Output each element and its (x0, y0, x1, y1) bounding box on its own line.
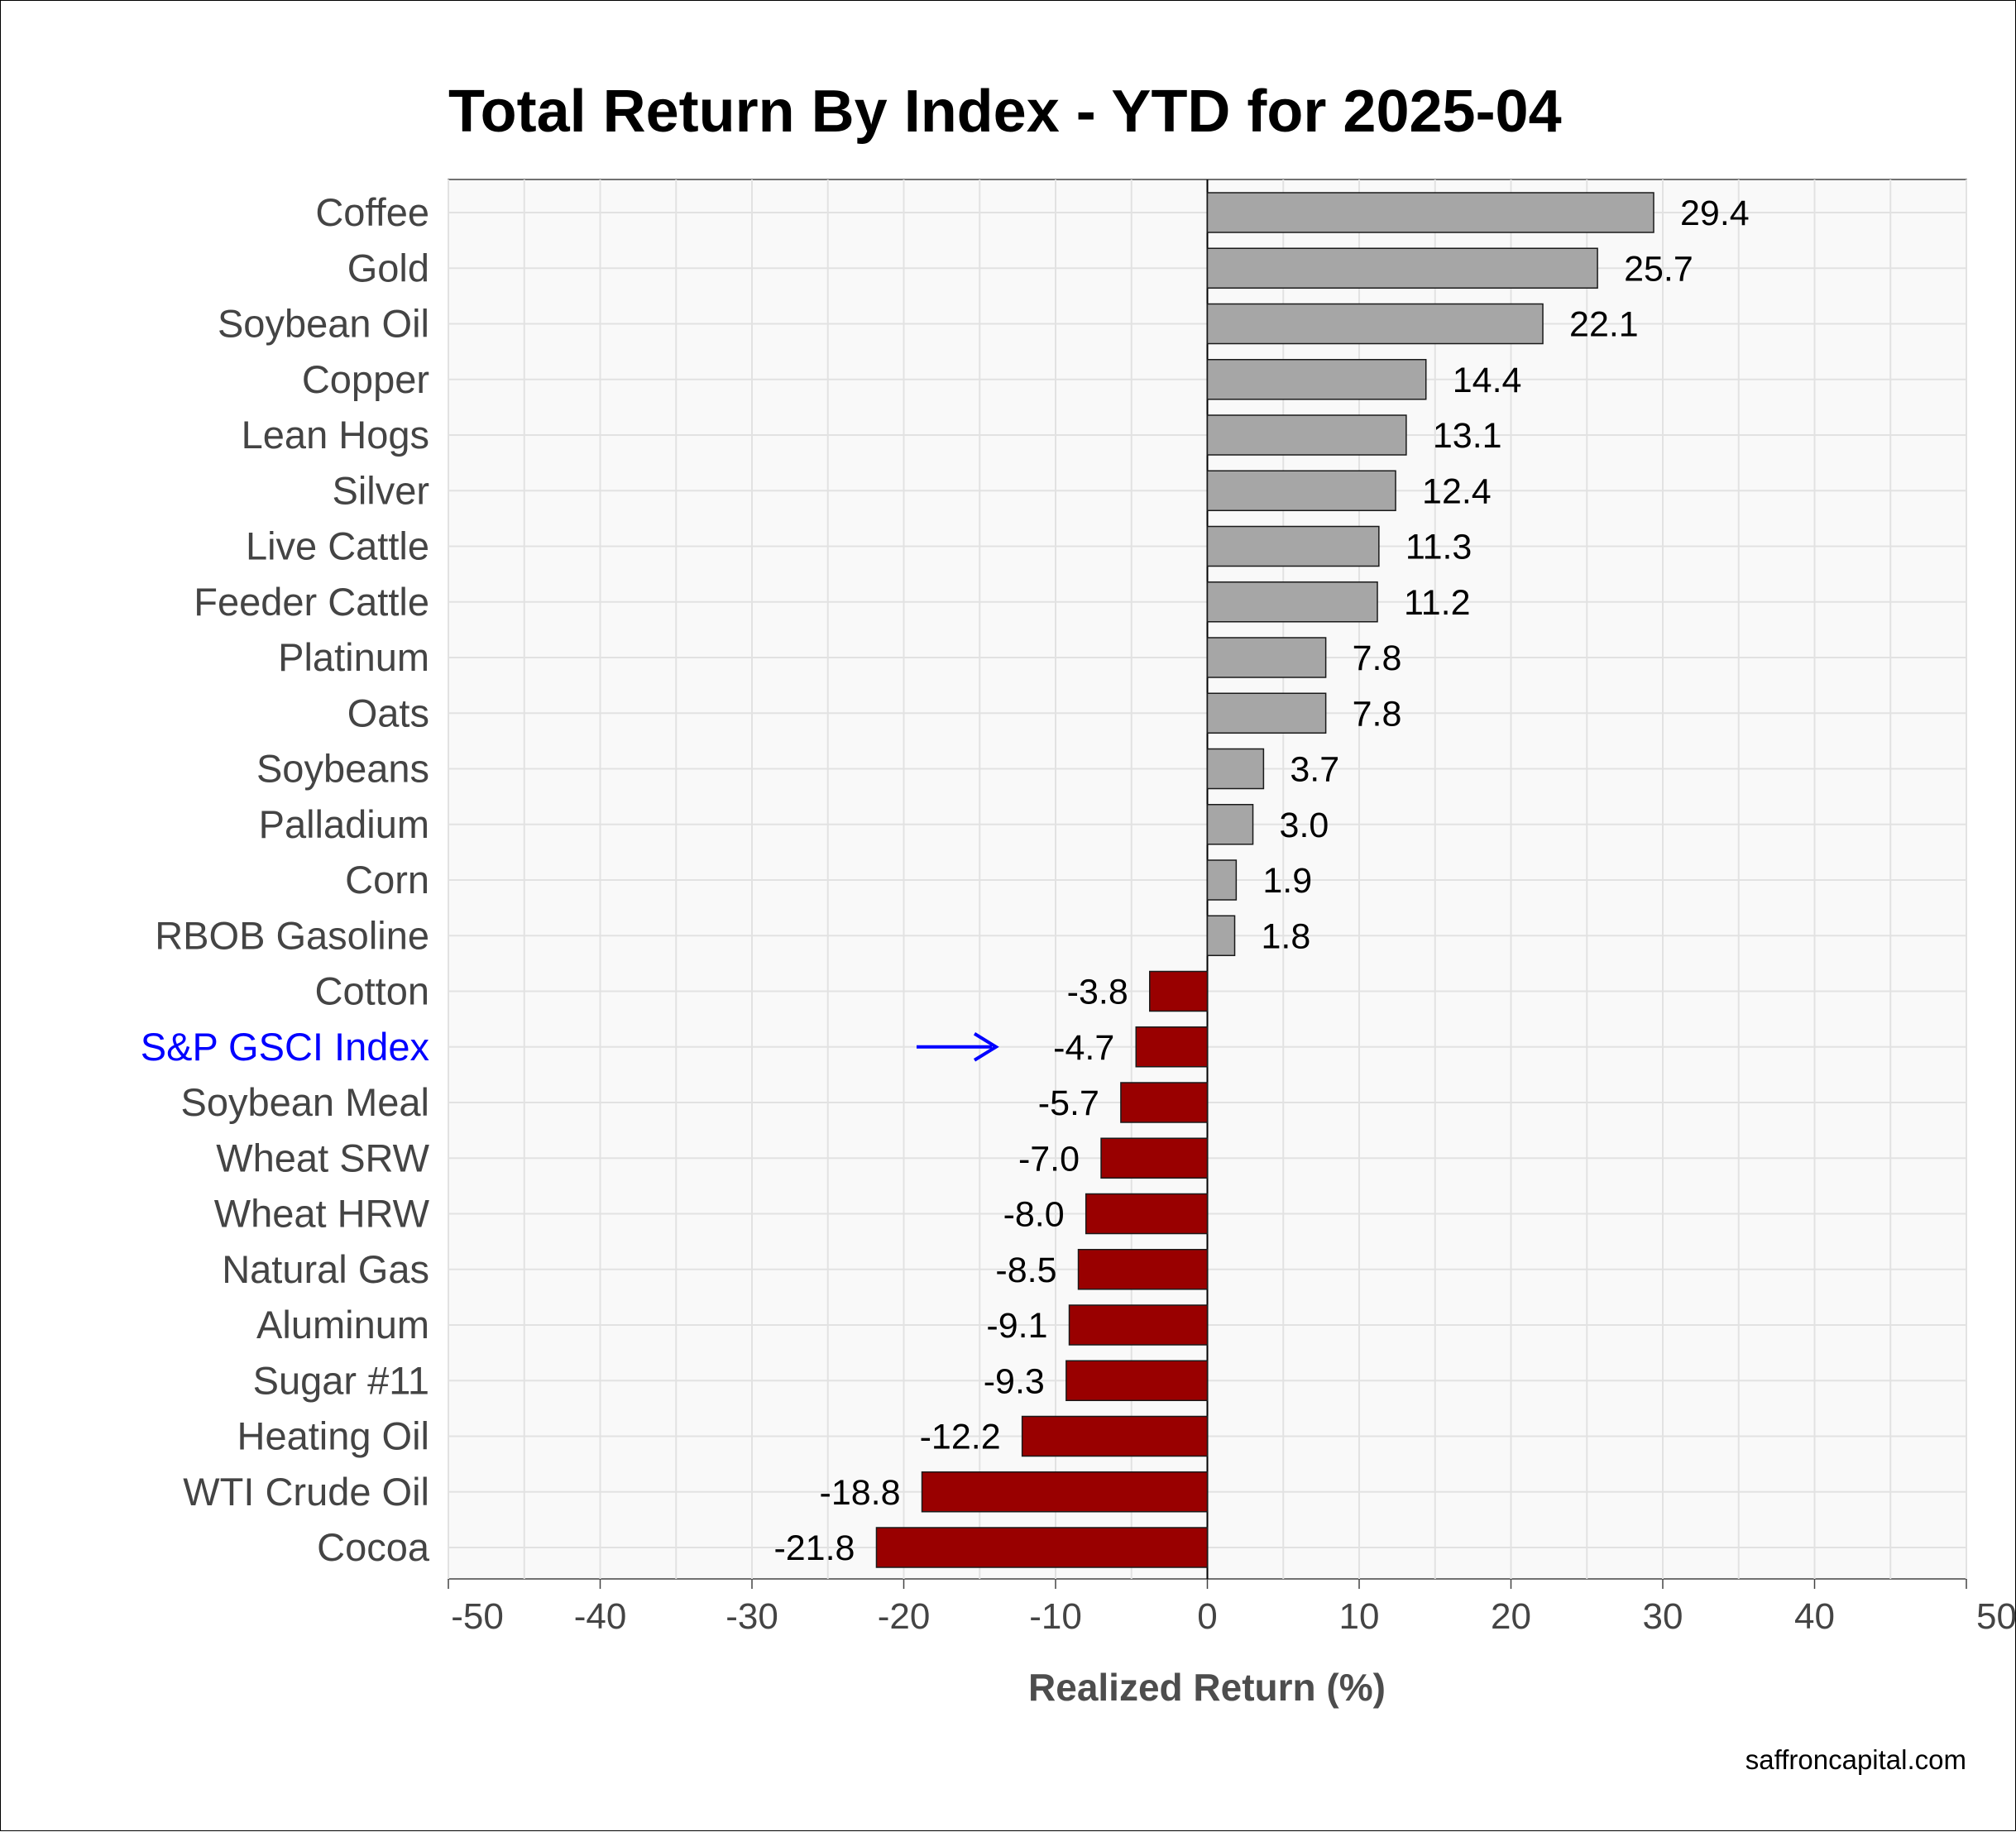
bar (1206, 692, 1327, 734)
bar (1206, 303, 1544, 345)
bar (1077, 1249, 1209, 1290)
value-label: 29.4 (1680, 194, 1750, 233)
value-label: 1.8 (1262, 916, 1311, 956)
category-label: Sugar #11 (253, 1358, 429, 1402)
x-axis-title: Realized Return (%) (1028, 1666, 1386, 1709)
category-label: Feeder Cattle (194, 580, 429, 624)
value-label: -3.8 (1067, 973, 1128, 1012)
chart-title: Total Return By Index - YTD for 2025-04 (448, 79, 1562, 145)
tick-label: 50 (1976, 1596, 2016, 1637)
tick-label: -20 (878, 1596, 931, 1637)
bar (1206, 414, 1407, 456)
category-label: Cocoa (317, 1525, 430, 1569)
category-label: Wheat HRW (214, 1192, 430, 1236)
bar (1206, 525, 1380, 567)
bar (1120, 1082, 1209, 1123)
value-label: -7.0 (1018, 1139, 1080, 1179)
highlight-marker (917, 1032, 999, 1062)
value-label: 3.7 (1290, 750, 1339, 790)
category-label: Corn (345, 858, 429, 902)
category-label: Coffee (315, 190, 429, 234)
value-label: 3.0 (1280, 806, 1329, 845)
category-label: Soybean Meal (181, 1080, 429, 1124)
value-label: 14.4 (1453, 361, 1522, 400)
category-label: Oats (347, 691, 429, 734)
value-label: -5.7 (1038, 1083, 1099, 1123)
category-label: Copper (302, 357, 429, 401)
tick-label: 30 (1643, 1596, 1683, 1637)
bar (1085, 1193, 1209, 1235)
value-label: 7.8 (1353, 639, 1402, 678)
tick-label: -40 (574, 1596, 627, 1637)
value-label: 25.7 (1624, 249, 1693, 289)
category-label: Palladium (259, 802, 429, 846)
category-labels: Coffee Gold Soybean Oil Copper Lean Hogs Silv… (141, 190, 430, 1569)
bar (1206, 247, 1598, 289)
value-label: 1.9 (1262, 861, 1312, 901)
bar (1068, 1304, 1209, 1346)
bars (875, 192, 1654, 1568)
value-label: -8.5 (995, 1251, 1056, 1290)
bar (1206, 637, 1327, 678)
value-label: -8.0 (1003, 1195, 1065, 1235)
value-labels: 29.425.722.114.413.112.411.311.27.87.83.… (773, 194, 1749, 1568)
bar (1206, 470, 1396, 511)
value-label: -12.2 (920, 1418, 1001, 1457)
category-label: Cotton (315, 969, 429, 1013)
category-label: Wheat SRW (216, 1136, 429, 1179)
category-label: Natural Gas (222, 1247, 429, 1291)
category-label: Soybeans (256, 747, 429, 791)
tick-label: 40 (1794, 1596, 1835, 1637)
category-label: Soybean Oil (218, 302, 429, 346)
bar (875, 1527, 1209, 1568)
category-label: Live Cattle (246, 524, 429, 568)
category-label: Heating Oil (237, 1414, 430, 1458)
value-label: -21.8 (773, 1528, 855, 1568)
category-label-highlighted: S&P GSCI Index (141, 1025, 429, 1069)
bar (1206, 748, 1265, 790)
bar (1100, 1137, 1209, 1179)
bar (1206, 359, 1427, 400)
category-label: Lean Hogs (242, 413, 429, 457)
category-label: Gold (347, 246, 429, 289)
value-label: 11.3 (1405, 528, 1472, 567)
value-label: 22.1 (1569, 305, 1639, 345)
value-label: 11.2 (1404, 583, 1471, 623)
tick-label: -50 (451, 1596, 504, 1637)
category-label: WTI Crude Oil (183, 1470, 429, 1514)
bar (1206, 581, 1378, 623)
category-label: RBOB Gasoline (155, 913, 429, 957)
bar (1135, 1026, 1209, 1068)
source-credit: saffroncapital.com (1745, 1744, 1966, 1775)
tick-label: -10 (1029, 1596, 1082, 1637)
bar (1206, 804, 1254, 845)
value-label: -9.3 (984, 1361, 1045, 1401)
bar (1206, 915, 1236, 956)
category-label: Silver (332, 468, 429, 512)
bar (1206, 192, 1654, 233)
tick-label: 10 (1339, 1596, 1380, 1637)
tick-label: -30 (725, 1596, 778, 1637)
arrow-head (973, 1032, 999, 1062)
value-label: 13.1 (1433, 416, 1502, 456)
value-label: -4.7 (1053, 1028, 1114, 1068)
value-label: 12.4 (1422, 471, 1492, 511)
value-label: -9.1 (986, 1306, 1047, 1346)
x-axis-ticks: -50 -40 -30 -20 -10 0 10 20 30 40 50 (448, 1579, 2016, 1637)
category-label: Aluminum (256, 1303, 429, 1346)
bar (921, 1471, 1209, 1513)
category-label: Platinum (278, 635, 429, 679)
value-label: -18.8 (820, 1473, 901, 1513)
tick-label: 20 (1491, 1596, 1531, 1637)
bar (1206, 859, 1238, 901)
bar (1149, 970, 1209, 1012)
bar (1021, 1415, 1209, 1457)
bar (1065, 1360, 1209, 1401)
value-label: 7.8 (1353, 694, 1402, 734)
tick-label: 0 (1197, 1596, 1217, 1637)
